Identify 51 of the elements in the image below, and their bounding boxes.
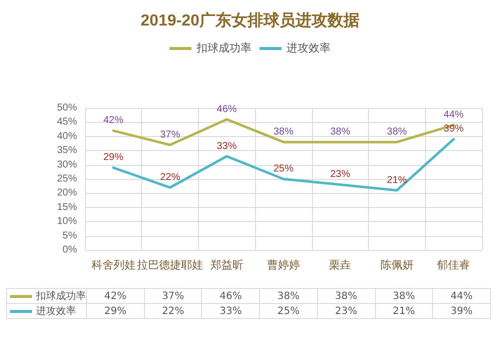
text: 扣球成功率 — [36, 291, 86, 302]
data-label: 39% — [432, 304, 490, 318]
y-tick-label: 30% — [56, 159, 78, 170]
x-tick-label: 拉巴德捷耶娃 — [137, 258, 204, 272]
text: 29% — [103, 152, 124, 164]
data-label: 23% — [317, 304, 376, 318]
data-label: 42% — [86, 288, 144, 304]
text: 44% — [444, 110, 464, 121]
text: 42% — [103, 115, 124, 126]
text: 38% — [386, 126, 407, 138]
text: 38% — [273, 126, 294, 138]
y-tick-label: 20% — [56, 188, 78, 199]
y-tick-label: 25% — [56, 174, 78, 184]
data-label: 37% — [144, 288, 202, 304]
text: 进攻效率 — [36, 306, 76, 317]
data-label: 33% — [202, 304, 260, 318]
text: 23% — [330, 169, 350, 180]
legend-label: 进攻效率 — [286, 42, 330, 54]
text: 39% — [444, 124, 464, 135]
data-label: 46% — [202, 288, 260, 304]
y-tick-label: 35% — [56, 145, 78, 156]
data-label: 25% — [260, 304, 318, 318]
data-label: 38% — [260, 288, 318, 304]
data-label: 22% — [144, 304, 202, 318]
text: 46% — [216, 104, 237, 115]
data-label: 44% — [432, 288, 490, 304]
y-tick-label: 0% — [62, 244, 78, 256]
x-tick-label: 栗垚 — [329, 258, 352, 272]
chart-title: 2019-20广东女排球员进攻数据 — [140, 12, 360, 30]
y-tick-label: 10% — [56, 216, 78, 228]
x-tick-label: 科舍列娃 — [91, 260, 136, 272]
y-tick-label: 40% — [56, 130, 78, 142]
data-label: 29% — [86, 304, 144, 318]
text: 21% — [386, 174, 407, 186]
x-tick-label: 曹婷婷 — [267, 258, 300, 272]
text: 33% — [216, 140, 237, 152]
x-tick-label: 郁佳睿 — [437, 260, 470, 272]
x-tick-label: 郑益昕 — [210, 258, 244, 272]
data-label: 38% — [375, 288, 433, 304]
y-tick-label: 45% — [56, 116, 78, 128]
text: 25% — [273, 164, 294, 174]
text: 37% — [160, 129, 180, 140]
y-tick-label: 50% — [56, 102, 78, 114]
x-tick-label: 陈佩妍 — [380, 260, 414, 272]
text: 38% — [330, 126, 350, 138]
legend-label: 扣球成功率 — [196, 42, 252, 54]
text: 22% — [160, 172, 180, 184]
y-tick-label: 5% — [62, 230, 78, 242]
y-tick-label: 15% — [56, 202, 78, 213]
data-label: 21% — [375, 304, 433, 318]
data-label: 38% — [317, 288, 376, 304]
